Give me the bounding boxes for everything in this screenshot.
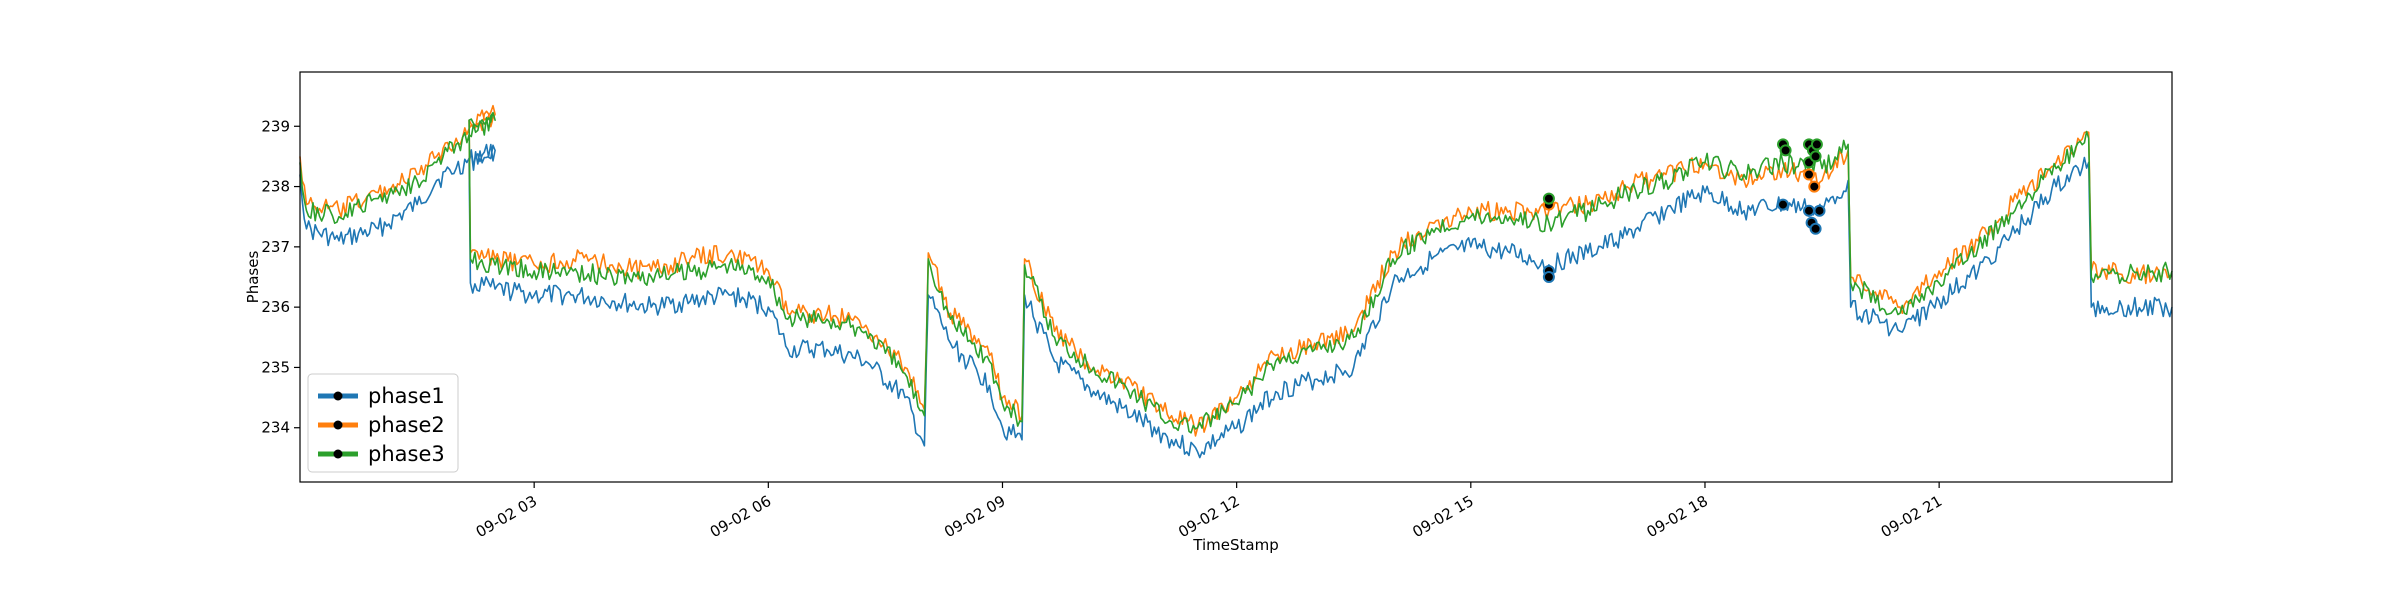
marker-point-phase3 <box>1809 150 1822 163</box>
x-axis-title: TimeStamp <box>1192 536 1278 554</box>
marker-point-phase1 <box>1777 198 1789 211</box>
marker-point-phase2 <box>1808 180 1821 193</box>
y-axis-title: Phases <box>244 251 262 304</box>
y-tick-label: 234 <box>261 419 290 437</box>
legend-label-phase1: phase1 <box>368 384 445 408</box>
legend-marker-phase1 <box>333 391 343 401</box>
y-axis: 234 235 236 237 238 239 <box>261 117 300 437</box>
marker-point-phase3 <box>1542 192 1555 205</box>
series-lines <box>299 104 2173 459</box>
marker-point-phase1 <box>1542 271 1555 283</box>
legend: phase1 phase2 phase3 <box>307 373 459 473</box>
marker-point-phase1 <box>1809 222 1822 235</box>
y-tick-label: 236 <box>261 298 290 316</box>
legend-label-phase3: phase3 <box>368 442 445 466</box>
marker-point-phase1 <box>1813 204 1826 217</box>
y-tick-label: 238 <box>261 178 290 196</box>
y-tick-label: 239 <box>261 117 290 135</box>
series-line-phase3 <box>299 111 2173 434</box>
marker-point-phase3 <box>1779 144 1792 157</box>
plot-frame <box>299 71 2173 483</box>
y-tick-label: 235 <box>261 358 290 376</box>
anomaly-markers <box>1542 138 1826 283</box>
marker-point-phase3 <box>1810 138 1823 151</box>
y-tick-label: 237 <box>261 238 290 256</box>
legend-label-phase2: phase2 <box>368 413 445 437</box>
legend-marker-phase3 <box>333 449 343 459</box>
legend-marker-phase2 <box>333 420 343 430</box>
marker-point-phase2 <box>1803 168 1815 181</box>
marker-point-phase1 <box>1803 204 1815 217</box>
